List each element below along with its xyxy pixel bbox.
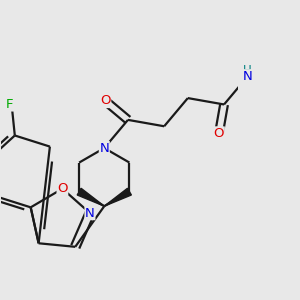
Polygon shape [104,188,131,206]
Text: F: F [6,98,14,111]
Text: O: O [57,182,68,195]
Text: O: O [100,94,111,107]
Polygon shape [77,188,104,206]
Text: O: O [214,127,224,140]
Text: H: H [243,64,252,77]
Text: N: N [243,70,253,83]
Text: N: N [85,207,95,220]
Text: N: N [99,142,109,154]
